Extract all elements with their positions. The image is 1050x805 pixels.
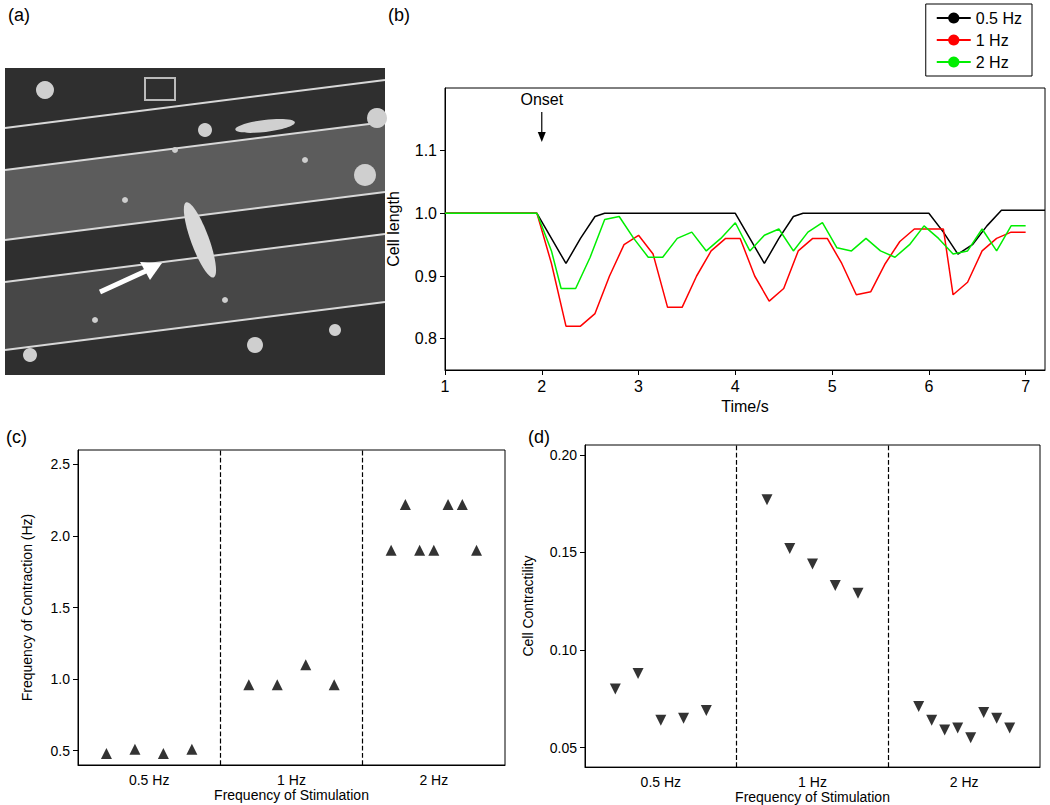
svg-text:0.20: 0.20 xyxy=(550,447,577,463)
svg-text:0.15: 0.15 xyxy=(550,544,577,560)
svg-text:2: 2 xyxy=(537,378,546,395)
svg-text:1 Hz: 1 Hz xyxy=(798,774,827,790)
svg-text:3: 3 xyxy=(634,378,643,395)
svg-text:0.5 Hz: 0.5 Hz xyxy=(641,774,681,790)
svg-text:0.10: 0.10 xyxy=(550,642,577,658)
svg-text:0.5 Hz: 0.5 Hz xyxy=(129,772,169,788)
svg-text:1 Hz: 1 Hz xyxy=(277,772,306,788)
svg-text:1.0: 1.0 xyxy=(51,671,71,687)
svg-text:2.0: 2.0 xyxy=(51,528,71,544)
svg-text:1.0: 1.0 xyxy=(415,205,437,222)
svg-text:2 Hz: 2 Hz xyxy=(976,54,1009,71)
svg-text:Onset: Onset xyxy=(520,91,563,108)
svg-text:1: 1 xyxy=(441,378,450,395)
svg-text:Frequency of Contraction (Hz): Frequency of Contraction (Hz) xyxy=(19,514,35,702)
svg-text:Frequency of Stimulation: Frequency of Stimulation xyxy=(735,789,890,805)
svg-text:Frequency of Stimulation: Frequency of Stimulation xyxy=(214,787,369,803)
svg-text:Cell Contractility: Cell Contractility xyxy=(520,555,536,656)
svg-text:5: 5 xyxy=(828,378,837,395)
svg-text:(a): (a) xyxy=(8,5,30,25)
svg-text:0.05: 0.05 xyxy=(550,740,577,756)
svg-text:0.9: 0.9 xyxy=(415,268,437,285)
svg-text:7: 7 xyxy=(1021,378,1030,395)
svg-text:Time/s: Time/s xyxy=(721,398,768,415)
svg-text:(c): (c) xyxy=(6,427,27,447)
svg-text:0.8: 0.8 xyxy=(415,330,437,347)
svg-text:0.5: 0.5 xyxy=(51,743,71,759)
svg-text:Cell length: Cell length xyxy=(385,191,402,267)
svg-text:1.1: 1.1 xyxy=(415,142,437,159)
svg-text:(d): (d) xyxy=(528,427,550,447)
svg-text:6: 6 xyxy=(924,378,933,395)
svg-text:(b): (b) xyxy=(388,5,410,25)
svg-text:2.5: 2.5 xyxy=(51,456,71,472)
svg-text:4: 4 xyxy=(731,378,740,395)
svg-text:1 Hz: 1 Hz xyxy=(976,32,1009,49)
svg-text:2 Hz: 2 Hz xyxy=(419,772,448,788)
svg-text:0.5 Hz: 0.5 Hz xyxy=(976,10,1022,27)
svg-text:2 Hz: 2 Hz xyxy=(950,774,979,790)
svg-text:1.5: 1.5 xyxy=(51,600,71,616)
